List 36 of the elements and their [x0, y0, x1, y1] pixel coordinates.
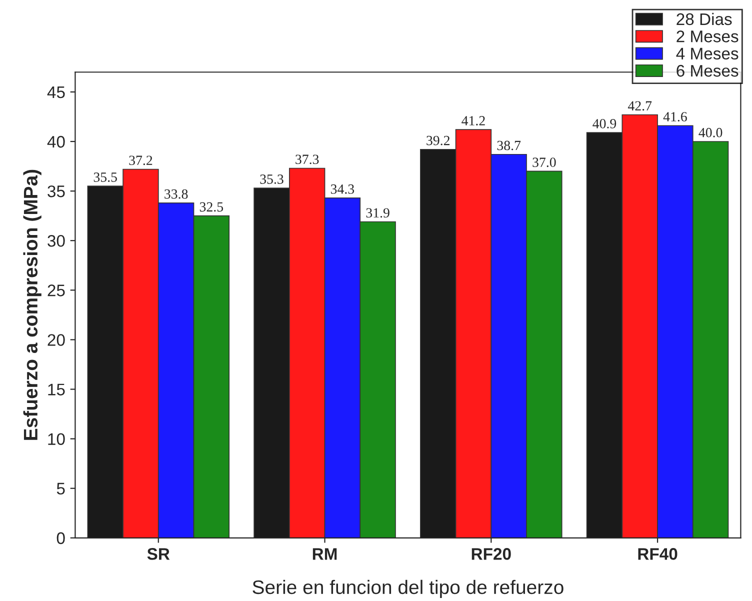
- data-label: 39.2: [426, 136, 450, 146]
- x-axis-title: Serie en funcion del tipo de refuerzo: [252, 580, 564, 598]
- y-tick-label: 25: [48, 284, 65, 296]
- y-tick-label: 15: [48, 384, 65, 396]
- data-label: 33.8: [164, 189, 188, 199]
- data-label: 41.6: [663, 112, 687, 122]
- data-label: 34.3: [330, 184, 354, 194]
- data-label: 41.2: [462, 116, 485, 126]
- legend-label: 28 Dias: [676, 12, 732, 26]
- data-label: 37.2: [129, 156, 152, 166]
- data-label: 42.7: [628, 101, 652, 111]
- x-tick-label: SR: [147, 548, 170, 560]
- legend-label: 2 Meses: [676, 30, 738, 42]
- y-tick-label: 5: [56, 482, 65, 495]
- data-label: 37.3: [296, 154, 319, 164]
- x-tick-label: RM: [312, 548, 337, 560]
- y-axis-title: Esfuerzo a compresion (MPa): [23, 170, 42, 440]
- data-label: 40.0: [698, 128, 722, 138]
- data-label: 37.0: [532, 158, 556, 168]
- data-label: 32.5: [200, 202, 224, 212]
- y-tick-label: 10: [48, 433, 65, 445]
- y-tick-label: 45: [47, 86, 65, 98]
- data-label: 38.7: [497, 140, 521, 150]
- y-tick-label: 35: [48, 185, 65, 198]
- data-label: 35.3: [260, 174, 284, 184]
- y-tick-label: 0: [56, 532, 65, 544]
- data-label: 40.9: [592, 118, 616, 128]
- data-label: 35.5: [94, 172, 117, 182]
- x-tick-label: RF40: [638, 548, 678, 560]
- y-tick-label: 40: [47, 136, 65, 148]
- y-tick-label: 20: [48, 334, 65, 346]
- y-tick-label: 30: [48, 234, 65, 247]
- data-label: 31.9: [366, 208, 390, 218]
- x-tick-label: RF20: [472, 548, 511, 560]
- legend-label: 6 Meses: [676, 64, 738, 77]
- legend-label: 4 Meses: [676, 48, 738, 60]
